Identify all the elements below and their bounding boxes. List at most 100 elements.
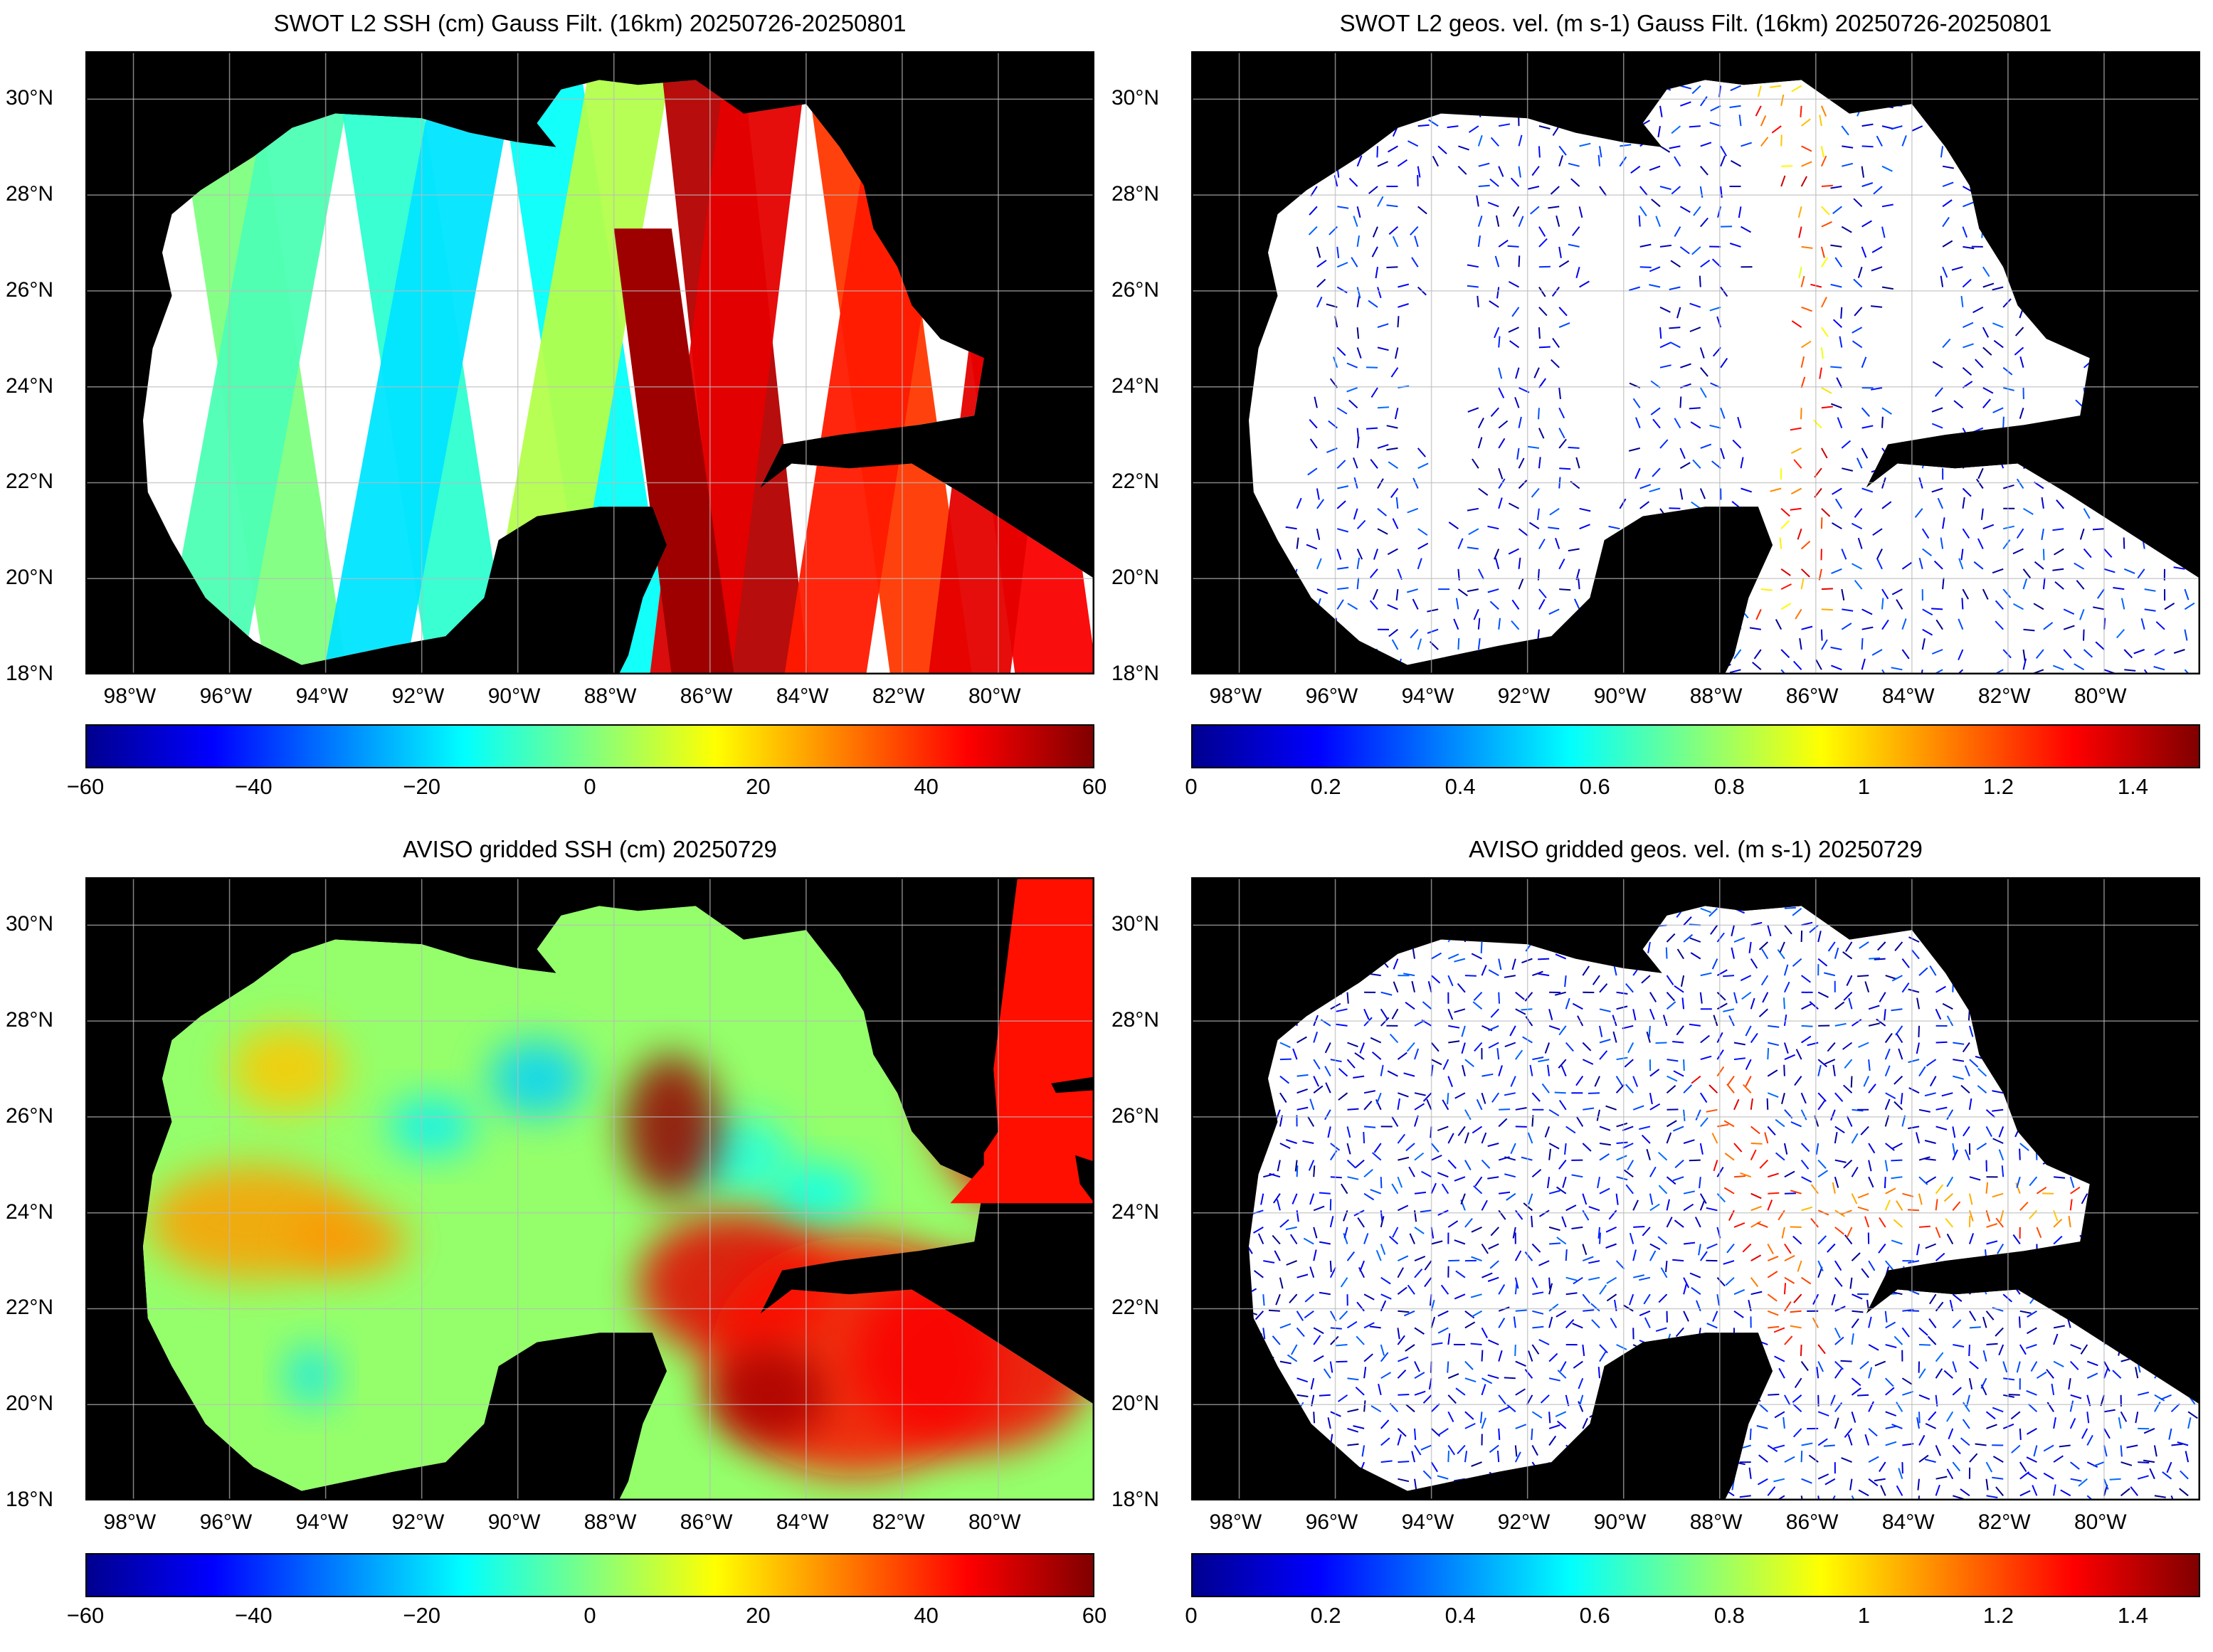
panel-title: SWOT L2 geos. vel. (m s-1) Gauss Filt. (… [1339, 10, 2052, 36]
colorbar-tick-label: −20 [403, 774, 440, 799]
lon-label: 84°W [776, 684, 829, 708]
lon-label: 80°W [2074, 684, 2127, 708]
lon-label: 96°W [199, 1510, 253, 1534]
cuba-land [1866, 425, 2200, 517]
cuba-land [760, 425, 1094, 517]
lon-label: 96°W [199, 684, 253, 708]
colorbar [1191, 1553, 2200, 1597]
lon-label: 98°W [103, 1510, 157, 1534]
lat-label: 18°N [1111, 662, 1160, 685]
colorbar-tick-label: 1 [1857, 774, 1870, 799]
colorbar-tick-label: 1 [1857, 1603, 1870, 1628]
lat-label: 24°N [6, 1200, 54, 1224]
lat-label: 26°N [6, 1103, 54, 1128]
lon-label: 86°W [1785, 1510, 1839, 1534]
lon-label: 92°W [391, 684, 445, 708]
lat-label: 18°N [1111, 1488, 1160, 1511]
colorbar-tick-label: −40 [235, 1603, 273, 1628]
map-area [1191, 877, 2200, 1500]
lon-label: 80°W [2074, 1510, 2127, 1534]
lon-label: 82°W [872, 1510, 925, 1534]
lon-label: 84°W [776, 1510, 829, 1534]
lat-label: 24°N [1111, 1200, 1160, 1224]
lon-label: 86°W [680, 684, 733, 708]
lat-label: 26°N [6, 277, 54, 302]
lat-label: 26°N [1111, 277, 1160, 302]
bahamas-land [1075, 1155, 1094, 1204]
colorbar-tick-label: 1.4 [2117, 774, 2149, 799]
bahamas-land [1075, 329, 1094, 378]
colorbar [1191, 724, 2200, 768]
colorbar-tick-label: 0 [1185, 774, 1198, 799]
colorbar-tick-label: 20 [746, 774, 771, 799]
bahamas-land [2181, 1155, 2200, 1204]
panel-title: AVISO gridded geos. vel. (m s-1) 2025072… [1469, 836, 1923, 862]
bahamas-land [1051, 250, 1094, 268]
ocean [1249, 906, 2200, 1500]
lat-label: 30°N [1111, 912, 1160, 936]
map-area [85, 51, 1094, 674]
lon-label: 86°W [1785, 684, 1839, 708]
colorbar-tick-label: 0.2 [1310, 1603, 1341, 1628]
graticule [85, 51, 1094, 674]
colorbar-tick-label: 60 [1082, 774, 1107, 799]
map-area [85, 877, 1094, 1500]
ocean [1249, 80, 2200, 674]
lon-label: 88°W [583, 684, 637, 708]
yucatan-land [1546, 1333, 1773, 1500]
colorbar-tick-label: 0.2 [1310, 774, 1341, 799]
lon-label: 94°W [295, 684, 349, 708]
colorbar-tick-label: 1.4 [2117, 1603, 2149, 1628]
colorbar-tick-label: −40 [235, 774, 273, 799]
florida-land [599, 877, 1018, 1165]
lon-label: 94°W [1401, 684, 1454, 708]
lon-label: 94°W [295, 1510, 349, 1534]
bahamas-land [1051, 1076, 1094, 1094]
lat-label: 20°N [6, 1392, 54, 1416]
cuba-land [1866, 1251, 2200, 1343]
map-area [1191, 51, 2200, 674]
lat-label: 30°N [6, 86, 54, 110]
yucatan-land [440, 507, 667, 674]
colorbar-tick-label: 0.8 [1713, 774, 1745, 799]
lat-label: 22°N [6, 1296, 54, 1320]
colorbar-tick-label: −60 [66, 1603, 105, 1628]
lat-label: 24°N [6, 374, 54, 398]
lat-label: 30°N [6, 912, 54, 936]
lat-label: 20°N [1111, 1392, 1160, 1416]
colorbar-tick-label: −20 [403, 1603, 440, 1628]
florida-land [1705, 51, 2123, 339]
lon-label: 84°W [1881, 1510, 1935, 1534]
lat-label: 24°N [1111, 374, 1160, 398]
florida-land [599, 51, 1018, 339]
lon-label: 82°W [1977, 684, 2031, 708]
lon-label: 86°W [680, 1510, 733, 1534]
lat-label: 20°N [6, 566, 54, 590]
lat-label: 22°N [6, 470, 54, 494]
colorbar-tick-label: 0 [1185, 1603, 1198, 1628]
colorbar-tick-label: 0.6 [1579, 1603, 1610, 1628]
lon-label: 80°W [968, 1510, 1021, 1534]
map-frame [1191, 877, 2200, 1500]
colorbar-tick-label: 40 [914, 774, 939, 799]
lon-label: 94°W [1401, 1510, 1454, 1534]
colorbar-tick-label: 0.4 [1444, 1603, 1476, 1628]
lon-label: 82°W [1977, 1510, 2031, 1534]
lon-label: 88°W [1689, 684, 1743, 708]
lon-label: 80°W [968, 684, 1021, 708]
colorbar-tick-label: 20 [746, 1603, 771, 1628]
florida-land [1705, 877, 2123, 1165]
colorbar-tick-label: 1.2 [1982, 774, 2014, 799]
bahamas-land [2157, 1076, 2200, 1094]
lon-label: 90°W [487, 1510, 541, 1534]
lon-label: 96°W [1305, 684, 1358, 708]
lon-label: 84°W [1881, 684, 1935, 708]
map-frame [85, 877, 1094, 1500]
lon-label: 92°W [1497, 1510, 1551, 1534]
lon-label: 90°W [1593, 1510, 1647, 1534]
lon-label: 88°W [1689, 1510, 1743, 1534]
lat-label: 18°N [6, 1488, 54, 1511]
map-frame [1191, 51, 2200, 674]
yucatan-land [1546, 507, 1773, 674]
lon-label: 82°W [872, 684, 925, 708]
